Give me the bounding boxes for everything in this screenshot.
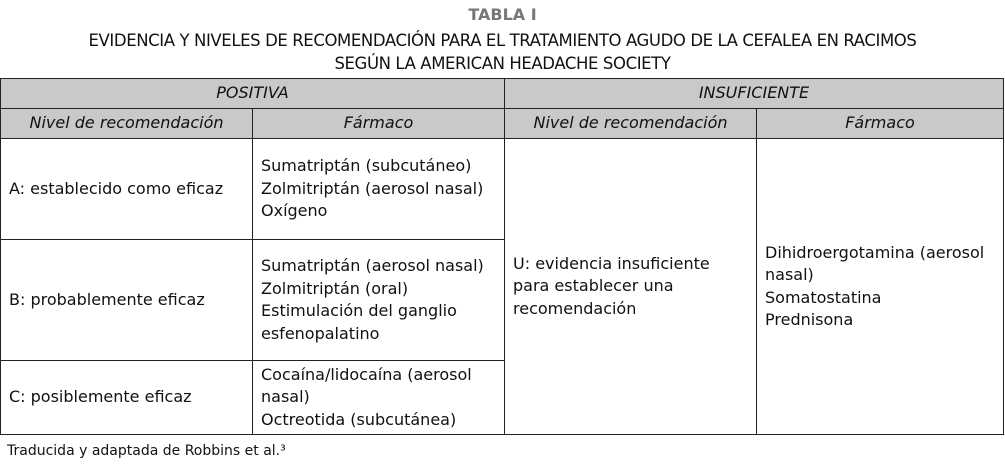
level-cell: A: establecido como eficaz <box>0 138 253 240</box>
group-header-row: POSITIVA INSUFICIENTE <box>0 78 1004 109</box>
table-row: B: probablemente eficaz Sumatriptán (aer… <box>0 239 1004 361</box>
column-header-row: Nivel de recomendación Fármaco Nivel de … <box>0 108 1004 139</box>
drug-cell: Cocaína/lidocaína (aerosol nasal) Octreot… <box>252 360 505 435</box>
insufficient-drug-cell: Dihidroergotamina (aerosol nasal) Somatos… <box>756 138 1004 435</box>
level-cell: C: posiblemente eficaz <box>0 360 253 435</box>
drug-cell: Sumatriptán (subcutáneo) Zolmitriptán (ae… <box>252 138 505 240</box>
recommendation-table: POSITIVA INSUFICIENTE Nivel de recomenda… <box>0 78 1004 435</box>
drug: Dihidroergotamina (aerosol nasal) <box>765 242 985 285</box>
footnote: Traducida y adaptada de Robbins et al.³ <box>7 443 286 459</box>
table-subtitle-line2: SEGÚN LA AMERICAN HEADACHE SOCIETY <box>334 54 671 73</box>
drug: Prednisona <box>765 310 854 329</box>
table-row: C: posiblemente eficaz Cocaína/lidocaína… <box>0 360 1004 435</box>
drug: Estimulación del ganglio esfenopalatino <box>261 301 457 343</box>
drug: Somatostatina <box>765 287 882 307</box>
drug: Oxígeno <box>261 201 328 221</box>
column-header: Nivel de recomendación <box>504 108 757 139</box>
insufficient-level-cell: U: evidencia insuficiente para establece… <box>504 138 757 435</box>
drug: Octreotida (subcutánea) <box>261 409 457 429</box>
table-title: TABLA I <box>468 5 537 24</box>
drug: Cocaína/lidocaína (aerosol nasal) <box>261 364 472 407</box>
drug: Sumatriptán (subcutáneo) <box>261 156 472 176</box>
table-subtitle-line1: EVIDENCIA Y NIVELES DE RECOMENDACIÓN PAR… <box>88 31 917 50</box>
drug: Zolmitriptán (oral) <box>261 278 409 298</box>
level-cell: B: probablemente eficaz <box>0 239 253 361</box>
column-header: Fármaco <box>756 108 1004 139</box>
table-row: A: establecido como eficaz Sumatriptán (… <box>0 138 1004 435</box>
group-insuficiente: INSUFICIENTE <box>504 78 1004 109</box>
group-positiva: POSITIVA <box>0 78 505 109</box>
drug: Zolmitriptán (aerosol nasal) <box>261 178 484 198</box>
drug: Sumatriptán (aerosol nasal) <box>261 256 484 275</box>
column-header: Nivel de recomendación <box>0 108 253 139</box>
drug-cell: Sumatriptán (aerosol nasal) Zolmitriptán … <box>252 239 505 361</box>
column-header: Fármaco <box>252 108 505 139</box>
